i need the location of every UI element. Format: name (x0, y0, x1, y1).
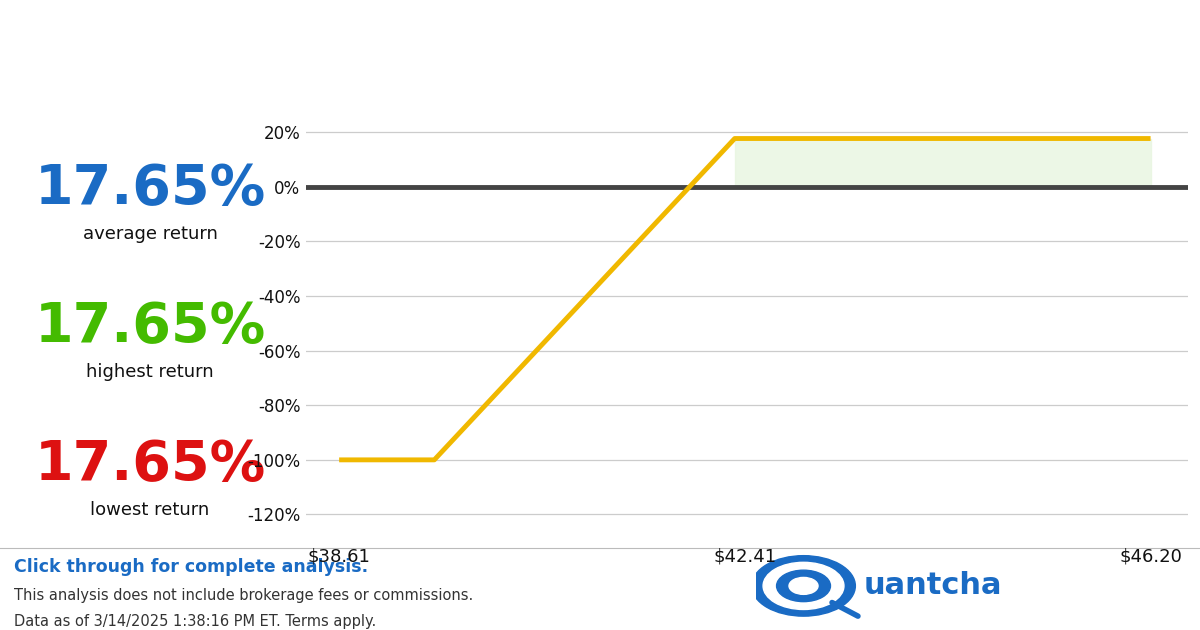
Circle shape (751, 556, 856, 616)
Text: average return: average return (83, 225, 217, 243)
Text: Click through for complete analysis.: Click through for complete analysis. (14, 558, 368, 576)
Text: lowest return: lowest return (90, 501, 210, 518)
Text: This analysis does not include brokerage fees or commissions.: This analysis does not include brokerage… (14, 588, 474, 603)
Text: HESS MIDSTREAM LP (HESM): HESS MIDSTREAM LP (HESM) (14, 24, 695, 66)
Text: Bull Call Spread analysis for $42.31-$45.74 model on 17-Apr-2025: Bull Call Spread analysis for $42.31-$45… (14, 77, 629, 100)
Text: Data as of 3/14/2025 1:38:16 PM ET. Terms apply.: Data as of 3/14/2025 1:38:16 PM ET. Term… (14, 614, 377, 629)
Text: 17.65%: 17.65% (35, 300, 265, 354)
Text: 17.65%: 17.65% (35, 162, 265, 216)
Circle shape (790, 578, 818, 594)
Text: 17.65%: 17.65% (35, 438, 265, 492)
Circle shape (776, 570, 830, 602)
Text: highest return: highest return (86, 363, 214, 381)
Text: uantcha: uantcha (863, 571, 1002, 600)
Circle shape (763, 563, 844, 609)
